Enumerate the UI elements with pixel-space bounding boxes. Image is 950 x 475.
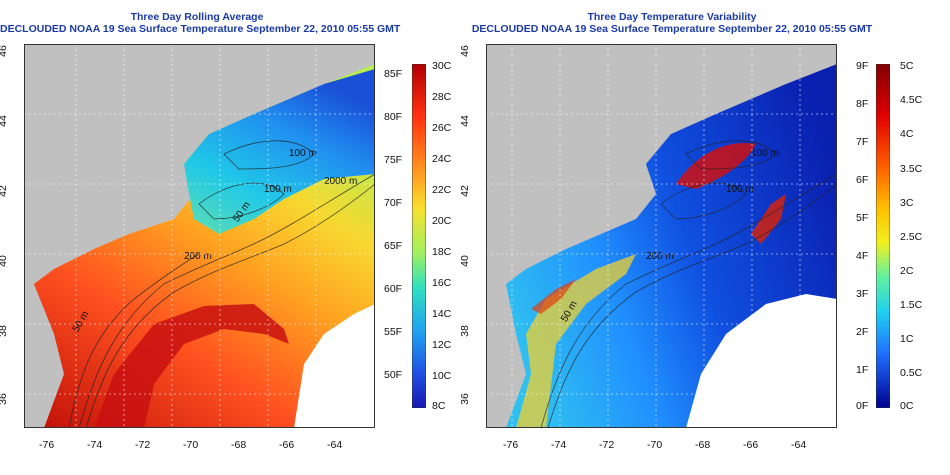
left-cb-c-14: 14C: [432, 308, 452, 320]
bathymetry-contours: [540, 140, 837, 428]
left-cb-c-30: 30C: [432, 60, 452, 72]
left-xtick-68: -68: [231, 439, 247, 451]
left-cb-c-22: 22C: [432, 184, 452, 196]
right-variability-map: 100 m 100 m 200 m 50 m: [486, 44, 837, 428]
right-cb-f-4: 4F: [856, 250, 869, 262]
left-cb-f-85: 85F: [384, 68, 403, 80]
right-cb-c-4: 4C: [900, 128, 914, 140]
left-cb-f-60: 60F: [384, 283, 403, 295]
left-map-title: Three Day Rolling Average DECLOUDED NOAA…: [0, 11, 401, 35]
right-cb-f-3: 3F: [856, 288, 869, 300]
map-frame: [24, 44, 375, 428]
right-cb-c-1: 1C: [900, 333, 914, 345]
left-cb-c-10: 10C: [432, 370, 452, 382]
right-ytick-44: 44: [458, 115, 471, 127]
right-xtick-70: -70: [647, 439, 663, 451]
contour-label-100m-b: 100 m: [264, 184, 292, 195]
right-xtick-74: -74: [551, 439, 567, 451]
no-data: [686, 294, 837, 428]
right-cb-f-0: 0F: [856, 400, 869, 412]
left-ytick-42: 42: [0, 185, 9, 197]
right-map-title: Three Day Temperature Variability DECLOU…: [462, 11, 882, 35]
right-colorbar: [876, 64, 890, 408]
right-xtick-66: -66: [743, 439, 759, 451]
right-ytick-46: 46: [458, 45, 471, 57]
right-cb-f-5: 5F: [856, 212, 869, 224]
left-cb-c-20: 20C: [432, 215, 452, 227]
lat-lon-grid: [24, 44, 375, 428]
contour-label-2000m: 2000 m: [324, 176, 357, 187]
left-cb-f-50: 50F: [384, 369, 403, 381]
right-xtick-64: -64: [791, 439, 807, 451]
right-cb-c-0.5: 0.5C: [900, 367, 923, 379]
left-cb-c-24: 24C: [432, 153, 452, 165]
left-cb-c-18: 18C: [432, 246, 452, 258]
right-cb-f-1: 1F: [856, 364, 869, 376]
left-xtick-72: -72: [135, 439, 151, 451]
right-cb-c-0: 0C: [900, 400, 914, 412]
left-cb-f-55: 55F: [384, 326, 403, 338]
left-xtick-76: -76: [39, 439, 55, 451]
right-cb-c-4.5: 4.5C: [900, 94, 923, 106]
left-ytick-38: 38: [0, 325, 9, 337]
right-ytick-36: 36: [458, 393, 471, 405]
contour-label-200m: 200 m: [184, 251, 212, 262]
right-cb-c-2: 2C: [900, 265, 914, 277]
right-cb-f-8: 8F: [856, 98, 869, 110]
contour-label-100m-a: 100 m: [751, 148, 779, 159]
left-ytick-40: 40: [0, 255, 9, 267]
right-xtick-68: -68: [695, 439, 711, 451]
left-xtick-66: -66: [279, 439, 295, 451]
lat-lon-grid: [486, 44, 837, 428]
left-ytick-46: 46: [0, 45, 9, 57]
contour-label-100m-a: 100 m: [289, 148, 317, 159]
left-cb-f-75: 75F: [384, 154, 403, 166]
left-cb-f-80: 80F: [384, 111, 403, 123]
bathymetry-contours: [68, 140, 375, 428]
left-xtick-70: -70: [183, 439, 199, 451]
right-cb-c-5: 5C: [900, 60, 914, 72]
right-title-line1: Three Day Temperature Variability: [587, 11, 757, 23]
left-sst-map: 100 m 100 m 50 m 2000 m 200 m 50 m: [24, 44, 375, 428]
right-cb-c-1.5: 1.5C: [900, 299, 923, 311]
left-title-line2: DECLOUDED NOAA 19 Sea Surface Temperatur…: [0, 23, 401, 35]
left-cb-c-26: 26C: [432, 122, 452, 134]
left-cb-f-70: 70F: [384, 197, 403, 209]
high-variability-shelf: [516, 254, 636, 428]
right-ytick-42: 42: [458, 185, 471, 197]
left-ytick-36: 36: [0, 393, 9, 405]
left-ytick-44: 44: [0, 115, 9, 127]
high-variability-patch: [751, 194, 786, 244]
right-cb-f-9: 9F: [856, 60, 869, 72]
left-cb-c-16: 16C: [432, 277, 452, 289]
right-xtick-76: -76: [503, 439, 519, 451]
left-cb-c-28: 28C: [432, 91, 452, 103]
right-ytick-38: 38: [458, 325, 471, 337]
right-cb-c-3.5: 3.5C: [900, 163, 923, 175]
left-title-line1: Three Day Rolling Average: [130, 11, 264, 23]
left-cb-c-8: 8C: [432, 400, 446, 412]
left-xtick-64: -64: [327, 439, 343, 451]
left-cb-c-12: 12C: [432, 339, 452, 351]
right-cb-f-2: 2F: [856, 326, 869, 338]
right-cb-f-6: 6F: [856, 174, 869, 186]
gulf-stream: [94, 304, 289, 428]
no-data: [294, 304, 375, 428]
map-frame: [486, 44, 837, 428]
high-variability-streak: [531, 279, 576, 314]
left-cb-f-65: 65F: [384, 240, 403, 252]
contour-label-100m-b: 100 m: [726, 184, 754, 195]
high-variability-gom: [676, 143, 756, 189]
right-title-line2: DECLOUDED NOAA 19 Sea Surface Temperatur…: [471, 23, 873, 35]
right-xtick-72: -72: [599, 439, 615, 451]
right-cb-f-7: 7F: [856, 136, 869, 148]
ocean-cool: [184, 69, 375, 234]
right-cb-c-2.5: 2.5C: [900, 231, 923, 243]
left-colorbar: [412, 64, 426, 408]
right-cb-c-3: 3C: [900, 197, 914, 209]
right-ytick-40: 40: [458, 255, 471, 267]
left-xtick-74: -74: [87, 439, 103, 451]
contour-label-200m: 200 m: [646, 251, 674, 262]
